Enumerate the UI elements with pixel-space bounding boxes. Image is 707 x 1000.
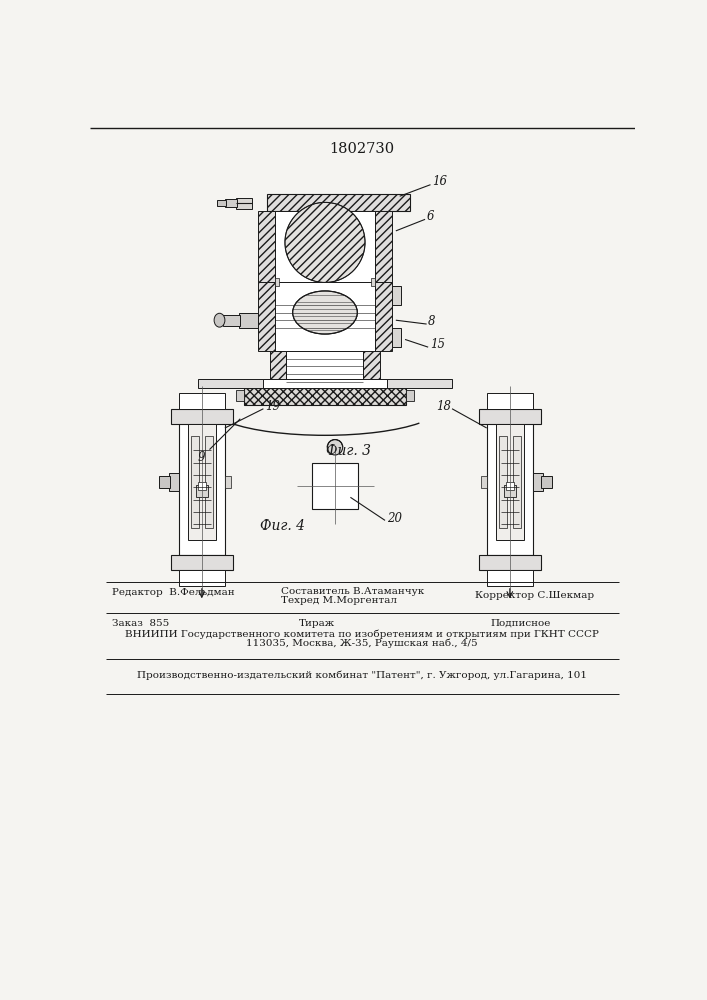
Text: 15: 15 — [430, 338, 445, 351]
Text: Редактор  В.Фельдман: Редактор В.Фельдман — [112, 588, 234, 597]
Bar — [275, 282, 375, 351]
Bar — [258, 282, 275, 351]
Bar — [267, 194, 409, 211]
Bar — [236, 390, 244, 401]
Bar — [169, 473, 179, 491]
Text: Составитель В.Атаманчук: Составитель В.Атаманчук — [281, 587, 424, 596]
Bar — [481, 476, 486, 488]
Bar — [513, 436, 520, 528]
Text: 20: 20 — [387, 512, 402, 525]
Bar — [258, 211, 275, 282]
Bar — [191, 436, 199, 528]
Bar — [236, 198, 252, 209]
Text: 9: 9 — [198, 451, 206, 464]
Bar — [375, 282, 392, 351]
Bar — [479, 555, 541, 570]
Bar — [160, 476, 170, 488]
Bar — [217, 200, 226, 206]
Bar — [312, 463, 358, 509]
Bar — [406, 390, 414, 401]
Bar — [225, 199, 238, 207]
Text: 18: 18 — [437, 400, 452, 413]
Text: ВНИИПИ Государственного комитета по изобретениям и открытиям при ГКНТ СССР: ВНИИПИ Государственного комитета по изоб… — [125, 630, 599, 639]
Text: Фиг. 4: Фиг. 4 — [260, 519, 305, 533]
Bar — [188, 424, 216, 540]
Circle shape — [327, 440, 343, 455]
Bar — [503, 485, 516, 497]
Text: Техред М.Моргентал: Техред М.Моргентал — [281, 596, 397, 605]
Bar — [371, 278, 375, 286]
Bar — [275, 278, 279, 286]
Bar — [179, 570, 225, 586]
Bar — [264, 379, 387, 388]
Bar — [506, 482, 514, 490]
Text: Производственно-издательский комбинат "Патент", г. Ужгород, ул.Гагарина, 101: Производственно-издательский комбинат "П… — [137, 671, 587, 680]
Bar — [375, 211, 392, 282]
Ellipse shape — [293, 291, 357, 334]
Ellipse shape — [214, 313, 225, 327]
Text: Подписное: Подписное — [491, 619, 551, 628]
Bar — [486, 393, 533, 409]
Bar — [275, 211, 375, 282]
Bar — [486, 570, 533, 586]
Bar — [239, 312, 258, 328]
Text: 19: 19 — [265, 400, 280, 413]
Bar — [179, 393, 225, 409]
Bar — [533, 473, 543, 491]
Bar — [542, 476, 552, 488]
Bar — [499, 436, 507, 528]
Bar — [392, 328, 402, 347]
Bar — [171, 555, 233, 570]
Text: Фиг. 3: Фиг. 3 — [326, 444, 370, 458]
Bar — [486, 409, 533, 555]
Text: 1802730: 1802730 — [329, 142, 395, 156]
Bar — [171, 409, 233, 424]
Text: Заказ  855: Заказ 855 — [112, 619, 169, 628]
Bar — [479, 409, 541, 424]
Bar — [286, 351, 363, 389]
Text: Тираж: Тираж — [299, 619, 335, 628]
Bar — [392, 286, 402, 305]
Bar — [269, 351, 286, 389]
Bar — [198, 482, 206, 490]
Bar — [225, 476, 231, 488]
Ellipse shape — [285, 202, 365, 282]
Bar — [244, 388, 406, 405]
Bar — [179, 409, 225, 555]
Bar — [496, 424, 524, 540]
Text: 113035, Москва, Ж-35, Раушская наб., 4/5: 113035, Москва, Ж-35, Раушская наб., 4/5 — [246, 639, 478, 648]
Text: 16: 16 — [432, 175, 447, 188]
Bar — [223, 315, 240, 326]
Bar — [198, 379, 452, 388]
Bar — [363, 351, 380, 389]
Text: 6: 6 — [426, 210, 434, 223]
Text: 8: 8 — [428, 315, 436, 328]
Bar — [196, 485, 208, 497]
Text: Корректор С.Шекмар: Корректор С.Шекмар — [475, 591, 595, 600]
Bar — [205, 436, 213, 528]
